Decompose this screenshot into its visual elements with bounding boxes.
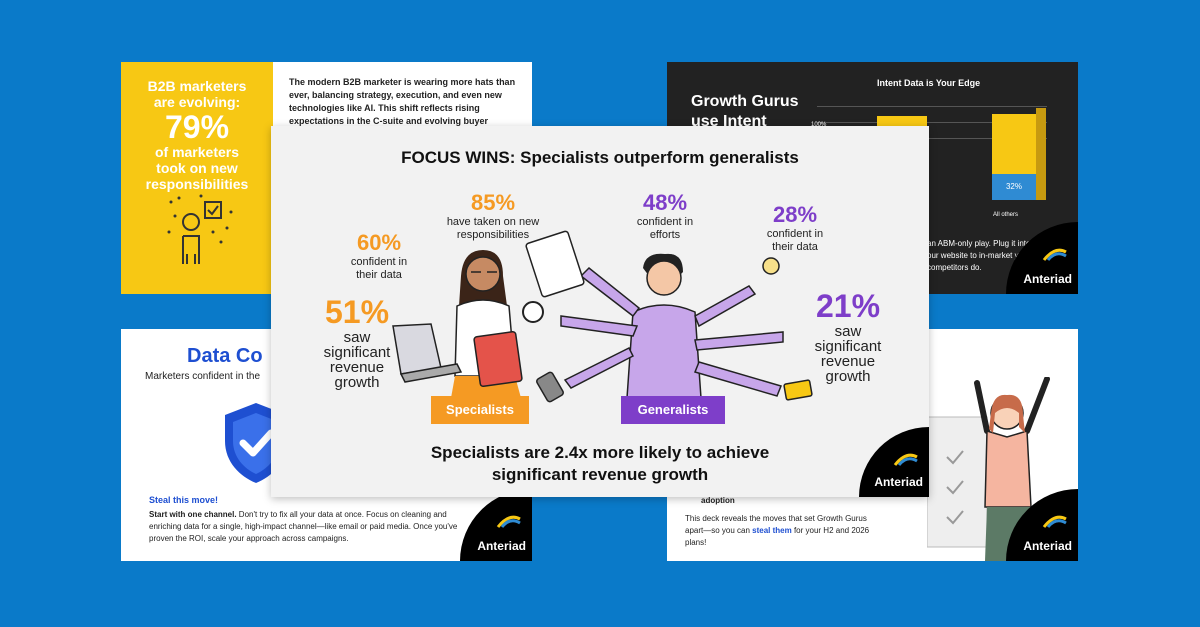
headline: Growth Gurus use Intent xyxy=(691,92,799,132)
stat-value: 51% xyxy=(324,294,390,330)
anteriad-mark-icon xyxy=(893,453,918,466)
specialist-figure xyxy=(392,250,523,398)
stat-desc-2: significant xyxy=(814,338,882,355)
bar-all-others-value: 32% xyxy=(992,174,1036,200)
stat-value: 28% xyxy=(772,202,818,227)
logo-text: Anteriad xyxy=(1023,539,1072,553)
footer-line-1: Specialists are 2.4x more likely to achi… xyxy=(430,443,770,462)
stat-desc-4: growth xyxy=(334,374,380,391)
grid-line xyxy=(817,138,1047,139)
stat-value: 21% xyxy=(815,288,881,324)
stat-60: 60% confident in their data xyxy=(331,230,427,282)
adoption-text: adoption xyxy=(701,496,735,505)
stat-desc-1: confident in xyxy=(636,216,694,228)
specialist-generalist-illustration xyxy=(392,230,813,403)
anteriad-mark-icon xyxy=(1042,515,1067,528)
card-title: Data Co xyxy=(187,345,263,367)
anteriad-mark-icon xyxy=(1042,248,1067,261)
headline-line-4: took on new xyxy=(156,160,238,176)
stat-desc-2: efforts xyxy=(649,229,681,241)
headline-line-5: responsibilities xyxy=(145,176,249,192)
stat-desc-1: saw xyxy=(834,323,862,340)
big-stat: 79% xyxy=(164,109,230,145)
tick-label: 100% xyxy=(811,122,827,128)
anteriad-logo: Anteriad xyxy=(1006,222,1078,294)
stat-value: 85% xyxy=(470,190,516,215)
stat-48: 48% confident in efforts xyxy=(617,190,713,242)
stat-desc-1: saw xyxy=(343,329,371,346)
logo-text: Anteriad xyxy=(874,475,923,489)
specialists-label: Specialists xyxy=(431,396,529,424)
body-part-2: for your H2 and 2026 plans! xyxy=(685,526,870,547)
stat-desc-2: significant xyxy=(323,344,391,361)
headline-line-1: B2B marketers xyxy=(147,78,247,94)
body-part-1: This deck reveals the moves that set Gro… xyxy=(685,514,867,535)
grid-line xyxy=(817,106,1047,107)
stat-value: 48% xyxy=(642,190,688,215)
stat-desc-4: growth xyxy=(825,368,871,385)
celebrating-woman-icon xyxy=(927,377,1050,561)
stat-desc-1: confident in xyxy=(350,256,408,268)
stat-desc-2: responsibilities xyxy=(456,229,530,241)
headline-line-2: use Intent xyxy=(691,113,767,130)
multitasking-figure-icon xyxy=(167,194,233,264)
stat-desc-2: their data xyxy=(772,241,818,253)
footer-line-2: significant revenue growth xyxy=(491,465,709,484)
grid-line xyxy=(817,122,1047,123)
anteriad-mark-icon xyxy=(496,515,521,528)
body-rest: Don't try to fix all your data at once. … xyxy=(149,510,458,543)
steal-label: Steal this move! xyxy=(149,495,219,505)
body-bold: Start with one channel. xyxy=(149,510,237,519)
headline-line-3: of marketers xyxy=(154,144,240,160)
main-title: FOCUS WINS: Specialists outperform gener… xyxy=(401,148,799,167)
stat-desc-3: revenue xyxy=(820,353,876,370)
yellow-panel: B2B marketers are evolving: 79% of marke… xyxy=(121,62,273,294)
main-footer: Specialists are 2.4x more likely to achi… xyxy=(271,442,929,486)
stat-desc-3: revenue xyxy=(329,359,385,376)
body-highlight: steal them xyxy=(752,526,792,535)
stat-value: 60% xyxy=(356,230,402,255)
body-text: an ABM-only play. Plug it into our websi… xyxy=(927,239,1031,272)
stat-51: 51% saw significant revenue growth xyxy=(307,294,407,390)
headline-line-1: Growth Gurus xyxy=(691,93,799,110)
generalists-label: Generalists xyxy=(621,396,725,424)
anteriad-logo: Anteriad xyxy=(460,489,532,561)
card-focus-wins: FOCUS WINS: Specialists outperform gener… xyxy=(271,126,929,497)
stat-desc-2: their data xyxy=(356,269,402,281)
card-subtitle: Marketers confident in the xyxy=(145,371,261,382)
body-text: This deck reveals the moves that set Gro… xyxy=(685,513,885,549)
stat-85: 85% have taken on new responsibilities xyxy=(413,190,573,242)
bar-side xyxy=(1036,108,1046,200)
logo-text: Anteriad xyxy=(1023,272,1072,286)
body-text: Start with one channel. Don't try to fix… xyxy=(149,509,469,545)
stat-21: 21% saw significant revenue growth xyxy=(793,288,903,384)
stat-desc-1: have taken on new xyxy=(446,216,540,228)
category-label: All others xyxy=(993,212,1019,218)
logo-text: Anteriad xyxy=(477,539,526,553)
generalist-figure xyxy=(522,230,813,403)
stat-desc-1: confident in xyxy=(766,228,824,240)
stat-28: 28% confident in their data xyxy=(747,202,843,254)
headline-line-2: are evolving: xyxy=(153,94,241,110)
chart-title: Intent Data is Your Edge xyxy=(877,78,981,88)
